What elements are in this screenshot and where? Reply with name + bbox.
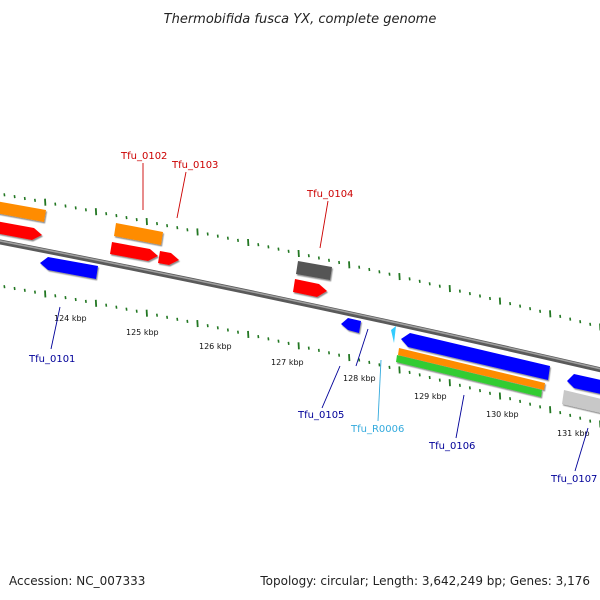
gene-label-tfu_0102[interactable]: Tfu_0102	[120, 151, 167, 162]
gene-label-tfu_r0006[interactable]: Tfu_R0006	[350, 424, 404, 435]
kbp-label-125: 125 kbp	[126, 328, 159, 337]
gene-label-tfu_0103[interactable]: Tfu_0103	[171, 160, 218, 171]
topology-text: Topology: circular; Length: 3,642,249 bp…	[260, 574, 590, 588]
label-leader-lines	[50, 163, 589, 472]
gene-feature-tfu_0102[interactable]	[114, 223, 163, 245]
kbp-label-126: 126 kbp	[199, 342, 232, 351]
gene-feature-tfu_0101[interactable]	[40, 257, 98, 279]
kbp-label-127: 127 kbp	[271, 358, 304, 367]
kbp-label-130: 130 kbp	[486, 410, 519, 419]
gene-feature-tfu_0105[interactable]	[341, 318, 361, 333]
gene-feature-tfu_r0006[interactable]	[391, 326, 396, 343]
gene-feature-red-1[interactable]	[0, 220, 42, 240]
kbp-label-129: 129 kbp	[414, 392, 447, 401]
gene-label-tfu_0101[interactable]: Tfu_0101	[28, 354, 75, 365]
gene-feature-red-3[interactable]	[293, 279, 327, 297]
gene-feature-tfu_0106-orange[interactable]	[398, 348, 545, 390]
kbp-label-128: 128 kbp	[343, 374, 376, 383]
gene-label-tfu_0107[interactable]: Tfu_0107	[550, 474, 597, 485]
kbp-label-131: 131 kbp	[557, 429, 590, 438]
gene-label-tfu_0106[interactable]: Tfu_0106	[428, 441, 475, 452]
genome-backbone	[0, 239, 600, 373]
gene-label-tfu_0104[interactable]: Tfu_0104	[306, 189, 353, 200]
gene-feature-red-2[interactable]	[110, 242, 158, 261]
gene-feature-tfu_0104[interactable]	[296, 261, 332, 280]
gene-feature-tfu_0107-gray[interactable]	[562, 390, 600, 415]
tick-row-inner	[3, 285, 600, 428]
gene-feature-tfu_0106-blue[interactable]	[401, 333, 550, 380]
gene-label-tfu_0105[interactable]: Tfu_0105	[297, 410, 344, 421]
kbp-labels: 124 kbp 125 kbp 126 kbp 127 kbp 128 kbp …	[54, 314, 590, 438]
kbp-label-124: 124 kbp	[54, 314, 87, 323]
tick-row-outer	[3, 193, 600, 331]
gene-labels: Tfu_0101 Tfu_0102 Tfu_0103 Tfu_0104 Tfu_…	[28, 151, 597, 485]
gene-feature-tfu_0106-green[interactable]	[396, 355, 542, 397]
gene-feature-orange-1[interactable]	[0, 200, 46, 222]
map-title: Thermobifida fusca YX, complete genome	[164, 12, 437, 27]
accession-text: Accession: NC_007333	[9, 574, 146, 588]
gene-feature-tfu_0107-blue[interactable]	[567, 374, 600, 396]
gene-feature-tfu_0103[interactable]	[158, 251, 179, 265]
